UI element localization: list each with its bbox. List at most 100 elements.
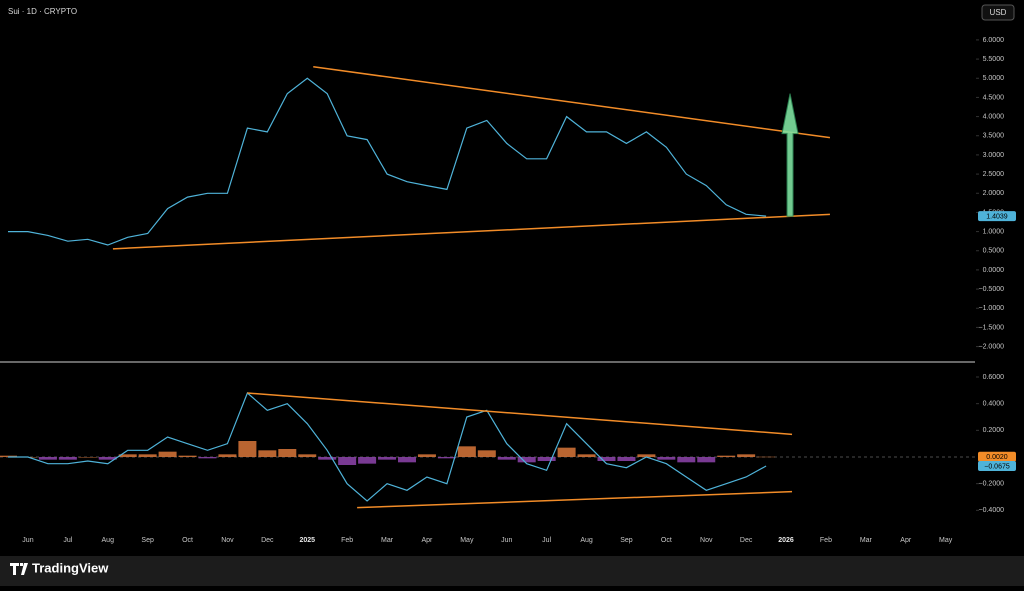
y-tick-label: 0.6000 [983,374,1005,381]
histogram-bar [218,454,237,457]
histogram-bar [757,456,776,458]
histogram-bar [417,454,436,457]
x-tick-label: Oct [661,537,672,544]
y-tick-label: 4.5000 [983,94,1005,101]
brand-name: TradingView [32,560,109,575]
x-tick-label: Dec [261,537,274,544]
histogram-bar [178,455,197,457]
data-line [8,391,767,502]
brand-icon [10,563,28,575]
trendline [313,66,831,139]
price-last-badge-bg [978,211,1016,222]
currency-label[interactable]: USD [990,8,1007,17]
price-last-badge: 1.4039 [986,213,1008,220]
x-tick-label: Apr [421,537,433,544]
histogram-bar [457,446,476,457]
histogram-bar [677,457,696,463]
histogram-bar [697,457,716,463]
y-tick-label: 0.2000 [983,427,1005,434]
y-tick-label: −1.0000 [979,305,1005,312]
y-tick-label: 2.5000 [983,171,1005,178]
x-tick-label: Jul [63,537,72,544]
histogram-bar [497,457,516,460]
trendline [357,490,793,509]
trendline [247,392,793,436]
y-tick-label: −2.0000 [979,343,1005,350]
histogram-bar [358,457,377,464]
y-tick-label: 0.5000 [983,248,1005,255]
histogram-bar [198,457,217,459]
histogram-bar [717,455,736,457]
histogram-bar [737,454,756,457]
y-tick-label: −0.5000 [979,286,1005,293]
symbol-title: Sui · 1D · CRYPTO [8,7,77,16]
histogram-bar [0,455,17,457]
histogram-bar [657,457,676,460]
x-tick-label: May [460,537,474,544]
histogram-bar [537,457,556,461]
target-arrow [781,93,799,217]
x-tick-label: Sep [620,537,633,544]
x-tick-label: Apr [900,537,912,544]
histogram-bar [58,457,77,460]
histogram-bar [617,457,636,461]
currency-button[interactable] [981,4,1015,21]
histogram-bar [118,454,137,457]
x-tick-label: Jun [22,537,33,544]
histogram-bar [38,457,57,460]
x-tick-label: Jun [501,537,512,544]
histogram-bar [298,454,317,457]
x-tick-label: Jul [542,537,551,544]
x-tick-label: Dec [740,537,753,544]
x-tick-label: Aug [580,537,593,544]
histogram-bar [278,449,297,457]
histogram-bar [557,447,576,457]
chart-background [0,0,1024,556]
x-tick-label: Feb [820,537,832,544]
x-tick-label: May [939,537,953,544]
y-tick-label: −1.5000 [979,324,1005,331]
line-last-badge-bg [978,461,1016,471]
y-tick-label: 5.5000 [983,56,1005,63]
histogram-bar [98,457,117,460]
histogram-last-badge-bg [978,451,1016,462]
histogram-bar [78,457,97,458]
y-tick-label: −0.2000 [979,481,1005,488]
y-tick-label: 0.0000 [983,267,1005,274]
histogram-bar [477,450,496,457]
y-tick-label: 5.0000 [983,75,1005,82]
y-tick-label: −0.4000 [979,507,1005,514]
histogram-bar [378,457,397,460]
histogram-bar [577,454,596,457]
y-tick-label: 0.4000 [983,401,1005,408]
y-tick-label: 3.0000 [983,152,1005,159]
histogram-last-badge: 0.0020 [986,454,1008,461]
histogram-bar [158,451,177,457]
trendline [112,213,830,250]
x-tick-label: Mar [381,537,394,544]
histogram-bar [258,450,277,457]
x-tick-label: Nov [700,537,713,544]
histogram-bar [517,457,536,463]
y-tick-label: 1.0000 [983,228,1005,235]
x-tick-label: 2025 [299,537,315,544]
y-tick-label: 6.0000 [983,37,1005,44]
y-tick-label: 4.0000 [983,113,1005,120]
x-tick-label: Sep [141,537,154,544]
x-tick-label: Feb [341,537,353,544]
line-last-badge: −0.0675 [984,463,1010,470]
x-tick-label: Aug [102,537,115,544]
histogram-bar [398,457,416,463]
x-tick-label: Mar [860,537,873,544]
x-tick-label: Nov [221,537,234,544]
brand-logo [10,563,28,575]
histogram-bar [138,454,157,457]
x-tick-label: Oct [182,537,193,544]
y-tick-label: 2.0000 [983,190,1005,197]
footer-bar [0,556,1024,586]
histogram-bar [597,457,616,461]
histogram-bar [437,457,456,459]
histogram-bar [318,457,337,460]
data-line [8,77,767,246]
